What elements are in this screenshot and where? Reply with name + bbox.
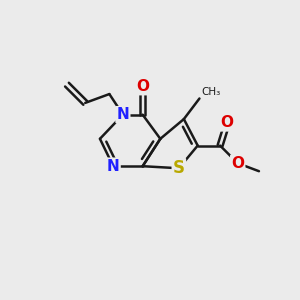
Text: O: O bbox=[231, 156, 244, 171]
Text: O: O bbox=[136, 79, 149, 94]
Text: O: O bbox=[220, 116, 234, 130]
Text: N: N bbox=[116, 107, 129, 122]
Text: S: S bbox=[173, 159, 185, 177]
Text: CH₃: CH₃ bbox=[201, 87, 220, 97]
Text: N: N bbox=[107, 159, 120, 174]
